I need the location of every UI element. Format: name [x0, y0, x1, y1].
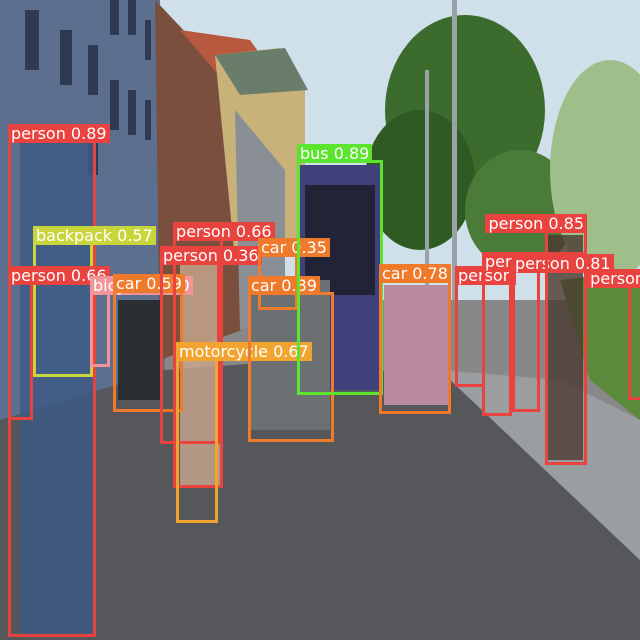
detection-label: bus 0.89	[297, 144, 373, 163]
detection-label: person 0.66	[173, 222, 275, 241]
tree-mid	[365, 110, 475, 250]
detection-label: motorcycle 0.67	[176, 342, 312, 361]
detection-label: car 0.35	[258, 238, 330, 257]
detection-box-car: car 0.78	[379, 264, 451, 414]
lamp-post	[452, 0, 457, 300]
grey-building	[235, 110, 285, 330]
detection-label: person	[587, 269, 640, 288]
car-pink	[384, 285, 449, 405]
detection-box-backpack: backpack 0.57	[33, 226, 156, 377]
detection-box-bus: bus 0.89	[297, 144, 383, 395]
detection-box-person: person 0.66	[8, 266, 110, 420]
lamp-post-2	[425, 70, 429, 310]
green-roof	[215, 48, 308, 95]
building-windows	[25, 0, 151, 175]
detection-label: car 0.78	[379, 264, 451, 283]
detection-label: person 0.89	[8, 124, 110, 143]
detection-box-person: person 0.81	[512, 254, 614, 412]
detection-box-bicycle: bicycle 0.50	[90, 276, 193, 367]
detection-label: person 0.85	[485, 214, 587, 233]
detection-box-person: person	[587, 269, 640, 400]
detection-label: person 0.66	[8, 266, 110, 285]
detection-box-person: person 0.89	[8, 124, 110, 637]
sidewalk	[440, 370, 640, 560]
detection-label: car 0.89	[248, 276, 320, 295]
detection-box-person: person 0.66	[173, 222, 275, 488]
detection-label: person 0.36	[160, 246, 262, 265]
detection-box-person: person 0.85	[485, 214, 587, 465]
detection-box-motorcycle: motorcycle 0.67	[176, 342, 312, 523]
detection-box-person: person	[455, 266, 516, 387]
car-left	[118, 300, 163, 400]
detection-box-person: person 0.82	[482, 252, 584, 416]
detection-label: car 0.59	[113, 274, 185, 293]
detection-box-car: car 0.59	[113, 274, 185, 412]
detection-box-car: car 0.89	[248, 276, 334, 442]
detection-label: backpack 0.57	[33, 226, 156, 245]
